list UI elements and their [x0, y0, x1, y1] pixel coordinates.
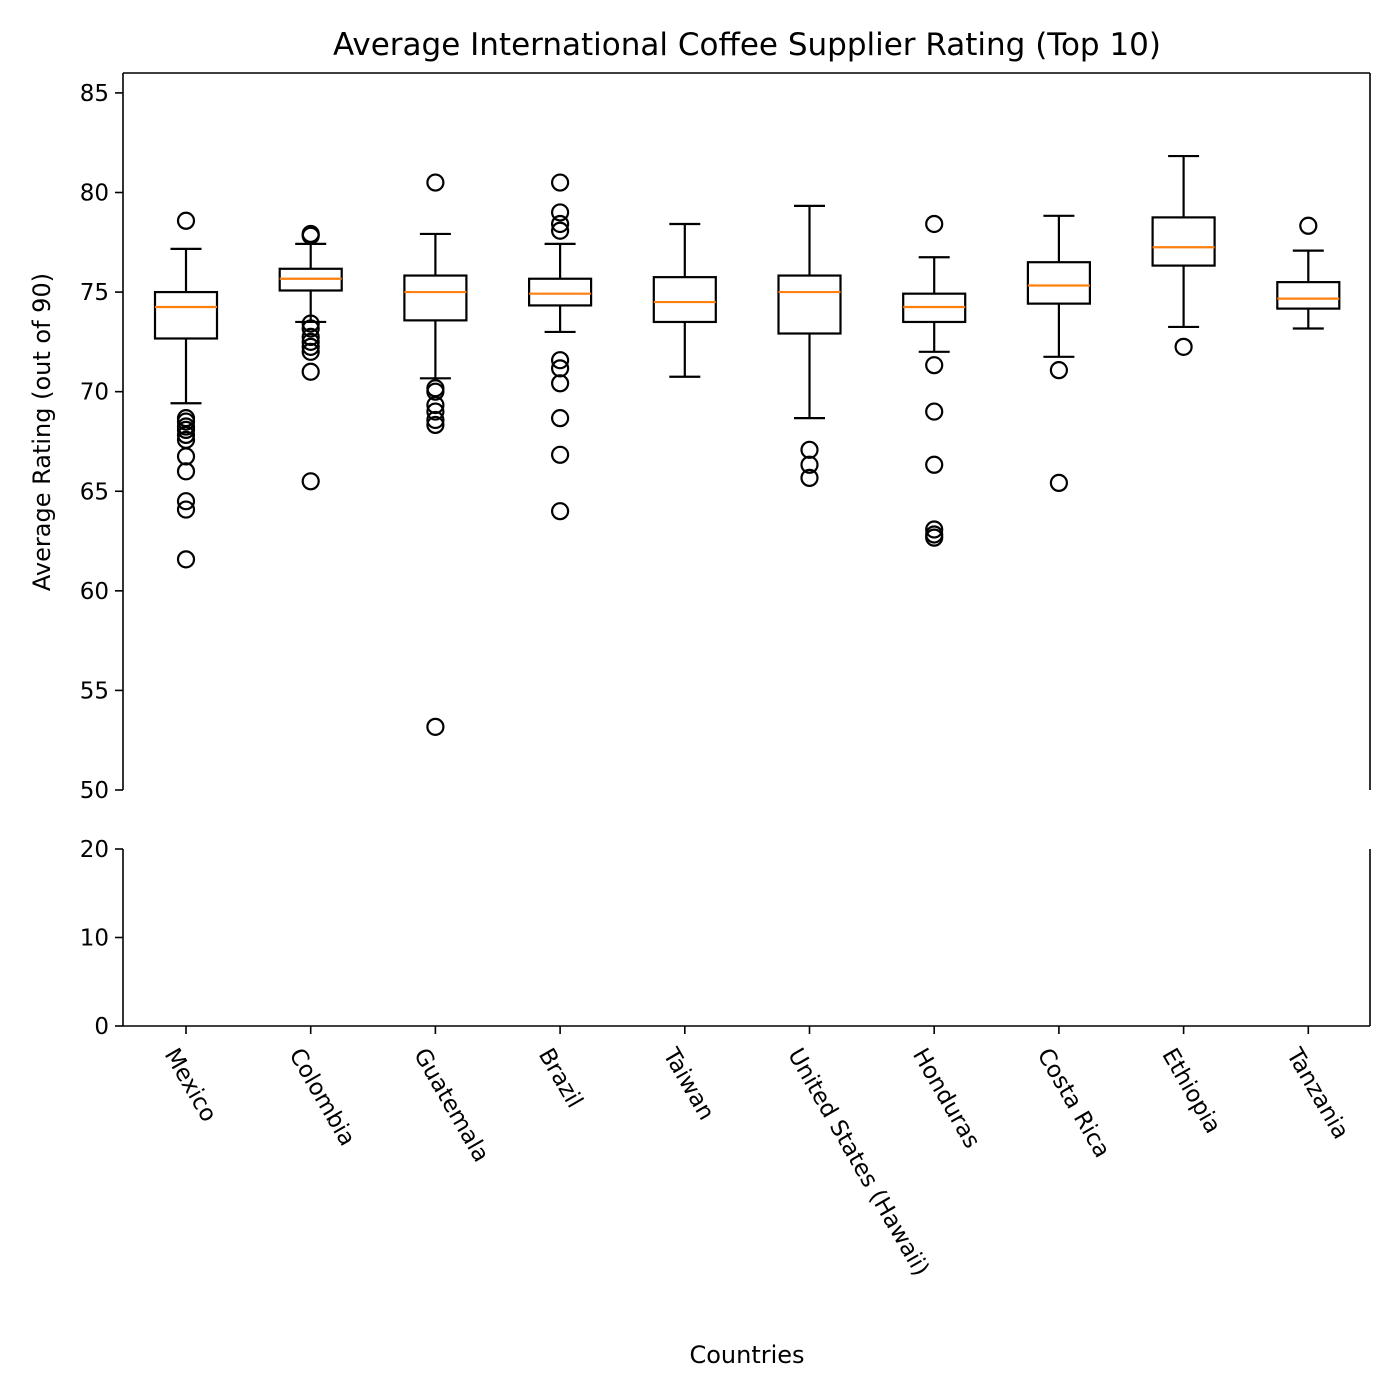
- box-iqr: [652, 276, 717, 324]
- upper-ytick-label: 55: [80, 678, 109, 704]
- outlier-point: [800, 468, 819, 488]
- outlier-point: [301, 337, 320, 356]
- outlier-point: [176, 425, 196, 444]
- outlier-point: [550, 173, 570, 192]
- box-united-states-hawaii: [777, 204, 842, 488]
- lower-plot-panel: 0 10 20: [80, 837, 1371, 1040]
- xtick-label: Guatemala: [408, 1044, 494, 1167]
- outlier-point: [301, 314, 320, 333]
- outlier-point: [550, 374, 570, 393]
- xtick-label: Honduras: [907, 1044, 985, 1153]
- outlier-point: [176, 420, 196, 440]
- upper-ytick-label: 50: [80, 778, 109, 804]
- xtick-label: Taiwan: [657, 1043, 719, 1125]
- box-mexico: [153, 211, 219, 569]
- outlier-point: [550, 214, 570, 234]
- outlier-point: [426, 410, 445, 430]
- upper-ytick-label: 70: [80, 380, 109, 406]
- x-axis-ticks: Mexico Colombia Guatemala Brazil Taiwan Unite…: [159, 1026, 1354, 1281]
- outlier-point: [301, 226, 320, 245]
- outlier-point: [176, 462, 196, 481]
- box-taiwan: [652, 222, 717, 378]
- box-honduras: [902, 214, 967, 547]
- outlier-point: [925, 520, 944, 539]
- lower-ytick-label: 0: [94, 1014, 109, 1040]
- outlier-point: [925, 528, 944, 547]
- outlier-point: [301, 472, 320, 491]
- outlier-point: [176, 550, 196, 569]
- box-iqr: [1276, 281, 1341, 310]
- outlier-point: [426, 382, 445, 401]
- outlier-point: [925, 402, 944, 421]
- box-costa-rica: [1026, 214, 1092, 492]
- box-guatemala: [403, 173, 468, 736]
- outlier-point: [176, 211, 196, 230]
- outlier-point: [550, 351, 570, 370]
- upper-ytick-label: 85: [80, 81, 109, 107]
- box-colombia: [278, 224, 343, 491]
- lower-ytick-label: 10: [80, 926, 109, 952]
- box-iqr: [153, 290, 219, 340]
- upper-ytick-label: 75: [80, 280, 109, 306]
- outlier-point: [1299, 216, 1318, 235]
- box-iqr: [403, 274, 468, 322]
- outlier-point: [550, 502, 570, 521]
- upper-plot-panel: 50 55 60 65 70 75 80 85: [80, 72, 1371, 804]
- y-axis-label: Average Rating (out of 90): [28, 273, 56, 591]
- outlier-point: [550, 409, 570, 428]
- xtick-label: Colombia: [284, 1044, 361, 1151]
- outlier-point: [176, 492, 196, 511]
- xtick-label: Costa Rica: [1032, 1044, 1115, 1162]
- outlier-point: [176, 412, 196, 431]
- outlier-point: [1049, 473, 1069, 492]
- box-brazil: [527, 173, 593, 521]
- outlier-point: [1174, 337, 1193, 356]
- box-iqr: [777, 274, 842, 335]
- outlier-point: [550, 221, 570, 240]
- outlier-point: [301, 319, 320, 338]
- outlier-point: [800, 440, 819, 459]
- xtick-label: Tanzania: [1281, 1043, 1354, 1144]
- outlier-point: [176, 447, 196, 466]
- box-iqr: [527, 277, 593, 307]
- xtick-label: Mexico: [159, 1044, 222, 1127]
- chart-title: Average International Coffee Supplier Ra…: [333, 27, 1161, 63]
- outlier-point: [426, 717, 445, 736]
- xtick-label: Ethiopia: [1156, 1044, 1225, 1138]
- outlier-point: [925, 214, 944, 234]
- outlier-point: [426, 402, 445, 421]
- outlier-point: [550, 203, 570, 222]
- lower-ytick-label: 20: [80, 837, 109, 863]
- outlier-point: [301, 342, 320, 361]
- upper-ytick-label: 65: [80, 479, 109, 505]
- upper-ytick-label: 60: [80, 579, 109, 605]
- box-iqr: [1151, 216, 1216, 267]
- outlier-point: [301, 332, 320, 351]
- outlier-point: [426, 173, 445, 192]
- outlier-point: [550, 445, 570, 464]
- box-ethiopia: [1151, 154, 1216, 356]
- xtick-label: Brazil: [533, 1044, 588, 1113]
- xtick-label: United States (Hawaii): [782, 1044, 934, 1281]
- outlier-point: [925, 455, 944, 474]
- outlier-point: [176, 500, 196, 519]
- outlier-point: [925, 356, 944, 375]
- x-axis-label: Countries: [689, 1341, 804, 1369]
- box-iqr: [1026, 261, 1092, 305]
- outlier-point: [426, 415, 445, 435]
- outlier-point: [301, 362, 320, 381]
- outlier-point: [1049, 361, 1069, 380]
- outlier-point: [800, 455, 819, 474]
- box-tanzania: [1276, 216, 1341, 330]
- upper-ytick-label: 80: [80, 181, 109, 207]
- box-series: [153, 154, 1341, 736]
